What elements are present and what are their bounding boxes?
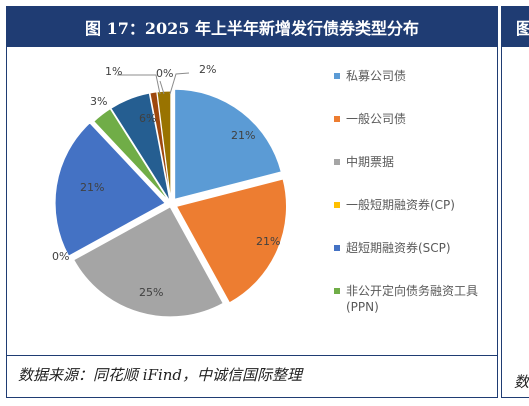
legend-item: 中期票据: [334, 154, 494, 170]
adjacent-title-bar: 图: [502, 7, 529, 47]
slice-data-label: 0%: [52, 250, 69, 263]
legend-label: 超短期融资券(SCP): [346, 241, 451, 255]
slice-data-label: 2%: [199, 63, 216, 76]
chart-frame: 图 17：2025 年上半年新增发行债券类型分布: [6, 6, 498, 398]
slice-data-label: 25%: [139, 286, 163, 299]
source-divider: [6, 355, 498, 356]
chart-title: 图 17：2025 年上半年新增发行债券类型分布: [7, 7, 497, 47]
adjacent-title-fragment: 图: [516, 19, 529, 38]
legend-swatch: [334, 159, 340, 165]
adjacent-chart-frame: 图 数: [501, 6, 529, 398]
slice-data-label: 1%: [105, 65, 122, 78]
slice-data-label: 21%: [231, 129, 255, 142]
chart-legend: 私募公司债一般公司债中期票据一般短期融资券(CP) 超短期融资券(SCP) 非公开定…: [334, 68, 494, 342]
pie-slice: [73, 206, 224, 318]
legend-swatch: [334, 116, 340, 122]
legend-label: 中期票据: [346, 155, 395, 169]
data-source: 数据来源：同花顺 iFind，中诚信国际整理: [18, 366, 303, 384]
leader-line: [159, 80, 165, 95]
legend-label: 非公开定向债务融资工具(PPN): [346, 284, 479, 314]
legend-label: 一般公司债: [346, 112, 407, 126]
pie-chart: 21% 21% 25% 0% 21% 3% 6% 1% 0% 2%: [52, 63, 287, 318]
legend-swatch: [334, 245, 340, 251]
pie-slice: [54, 122, 166, 257]
slice-data-label: 21%: [80, 181, 104, 194]
slice-data-label: 0%: [156, 67, 173, 80]
legend-item: 非公开定向债务融资工具(PPN): [334, 283, 494, 315]
slice-data-label: 21%: [256, 235, 280, 248]
legend-label: 一般短期融资券(CP): [346, 198, 455, 212]
pie-slice: [110, 92, 171, 202]
legend-item: 超短期融资券(SCP): [334, 240, 494, 256]
pie-slice: [175, 178, 287, 304]
leader-line: [117, 74, 161, 95]
pie-slice: [93, 108, 170, 202]
legend-item: 一般短期融资券(CP): [334, 197, 494, 213]
legend-item: 私募公司债: [334, 68, 494, 84]
legend-label: 私募公司债: [346, 69, 407, 83]
legend-swatch: [334, 288, 340, 294]
pie-slice: [174, 88, 282, 200]
legend-item: 一般公司债: [334, 111, 494, 127]
leader-line: [169, 72, 190, 95]
legend-swatch: [334, 73, 340, 79]
slice-data-label: 3%: [90, 95, 107, 108]
legend-swatch: [334, 202, 340, 208]
adjacent-source-fragment: 数: [514, 373, 529, 391]
slice-data-label: 6%: [139, 112, 156, 125]
